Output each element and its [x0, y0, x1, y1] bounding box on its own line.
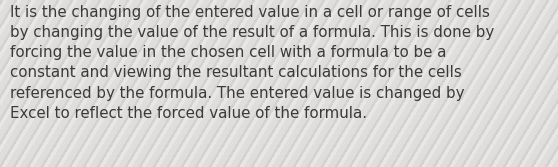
Text: It is the changing of the entered value in a cell or range of cells
by changing : It is the changing of the entered value …	[10, 5, 494, 121]
